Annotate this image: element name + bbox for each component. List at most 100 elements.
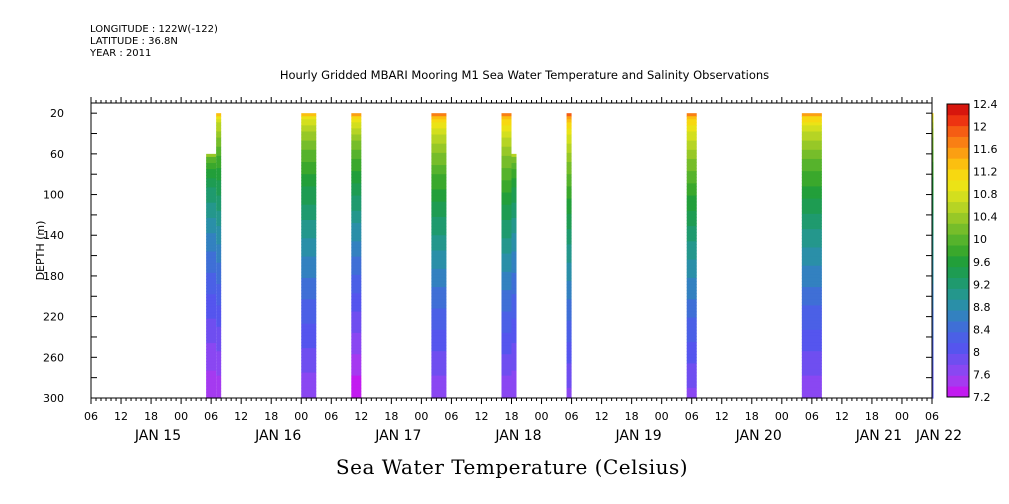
colorbar-segment <box>947 190 969 203</box>
data-cell <box>216 384 222 389</box>
data-cell <box>431 128 447 133</box>
data-cell <box>801 238 822 242</box>
data-cell <box>566 293 572 297</box>
data-cell <box>351 116 362 120</box>
data-cell <box>301 113 317 117</box>
data-cell <box>686 168 697 172</box>
data-cell <box>351 238 362 242</box>
data-cell <box>511 263 517 268</box>
data-cell <box>301 238 317 242</box>
data-cell <box>686 149 697 154</box>
data-cell <box>501 253 512 258</box>
data-cell <box>686 259 697 264</box>
data-cell <box>431 351 447 355</box>
data-cell <box>206 336 217 341</box>
data-cell <box>686 366 697 371</box>
data-cell <box>801 354 822 358</box>
data-cell <box>511 294 517 298</box>
data-cell <box>431 134 447 139</box>
data-cell <box>686 137 697 142</box>
data-band <box>431 113 447 399</box>
data-cell <box>301 366 317 371</box>
data-cell <box>216 268 222 273</box>
data-cell <box>206 193 217 198</box>
data-cell <box>301 198 317 203</box>
data-cell <box>801 140 822 145</box>
data-cell <box>501 348 512 352</box>
data-cell <box>686 113 697 117</box>
data-cell <box>686 165 697 169</box>
data-cell <box>301 274 317 279</box>
data-cell <box>932 299 934 303</box>
data-cell <box>801 277 822 282</box>
data-cell <box>566 369 572 374</box>
data-cell <box>216 219 222 224</box>
data-cell <box>301 192 317 197</box>
data-cell <box>801 229 822 233</box>
data-cell <box>206 346 217 350</box>
data-cell <box>932 396 934 399</box>
data-cell <box>206 153 217 158</box>
data-cell <box>801 122 822 126</box>
data-cell <box>801 387 822 392</box>
data-cell <box>686 232 697 236</box>
data-cell <box>566 235 572 239</box>
data-cell <box>686 363 697 368</box>
data-cell <box>566 223 572 227</box>
data-cell <box>932 177 934 181</box>
colorbar-label: 12 <box>973 121 987 134</box>
data-cell <box>301 262 317 267</box>
data-cell <box>301 219 317 224</box>
data-cell <box>511 285 517 289</box>
data-cell <box>501 378 512 383</box>
data-cell <box>216 339 222 343</box>
data-cell <box>206 248 217 253</box>
data-cell <box>431 387 447 392</box>
data-cell <box>431 314 447 319</box>
data-cell <box>801 158 822 163</box>
data-cell <box>501 201 512 206</box>
data-cell <box>431 308 447 313</box>
data-cell <box>216 271 222 276</box>
data-cell <box>686 393 697 398</box>
colorbar-segment <box>947 136 969 148</box>
data-cell <box>216 180 222 184</box>
data-cell <box>686 274 697 279</box>
data-cell <box>932 250 934 255</box>
data-cell <box>431 259 447 264</box>
data-cell <box>566 354 572 358</box>
data-cell <box>686 326 697 331</box>
data-cell <box>801 201 822 206</box>
data-cell <box>686 311 697 316</box>
colorbar: 12.4 12 11.6 11.2 10.8 10.4 10 9.6 9.2 8.8 8.4 8 7.6… <box>946 98 998 404</box>
data-cell <box>301 360 317 365</box>
data-band <box>301 113 317 399</box>
data-cell <box>301 140 317 145</box>
data-cell <box>801 174 822 178</box>
data-cell <box>511 202 517 207</box>
data-cell <box>216 354 222 358</box>
data-cell <box>501 317 512 322</box>
data-cell <box>206 263 217 268</box>
data-cell <box>566 308 572 313</box>
data-cell <box>801 207 822 212</box>
data-cell <box>301 296 317 300</box>
data-cell <box>351 113 362 117</box>
data-cell <box>686 180 697 184</box>
data-cell <box>932 281 934 285</box>
data-cell <box>301 247 317 252</box>
data-cell <box>351 229 362 233</box>
data-cell <box>501 250 512 255</box>
data-cell <box>511 190 517 195</box>
data-cell <box>301 311 317 316</box>
data-cell <box>501 360 512 365</box>
data-cell <box>511 242 517 247</box>
colorbar-frame <box>946 103 970 398</box>
data-cell <box>801 335 822 340</box>
data-cell <box>801 345 822 349</box>
data-cell <box>206 361 217 366</box>
colorbar-label: 11.2 <box>973 166 998 179</box>
data-cell <box>216 171 222 175</box>
data-cell <box>932 128 934 133</box>
data-cell <box>301 332 317 337</box>
